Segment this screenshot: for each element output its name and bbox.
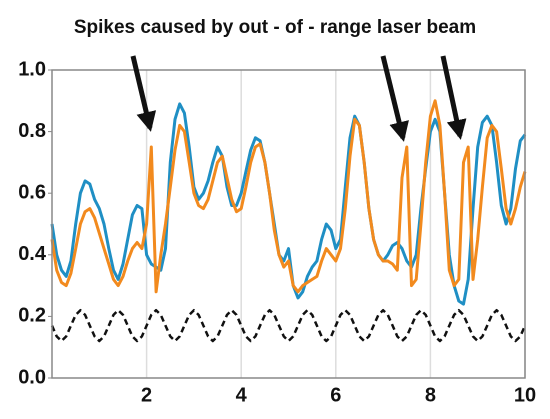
y-tick-label: 0.8 bbox=[18, 120, 46, 142]
arrow bbox=[380, 55, 409, 142]
series-line bbox=[50, 99, 527, 294]
y-tick-label: 0.6 bbox=[18, 181, 46, 203]
x-tick-label: 8 bbox=[425, 384, 436, 406]
series-line bbox=[50, 308, 527, 343]
plot-border bbox=[51, 69, 526, 379]
x-tick-label: 6 bbox=[330, 384, 341, 406]
arrow bbox=[130, 55, 157, 132]
y-tick-label: 0.4 bbox=[18, 243, 47, 265]
chart-title: Spikes caused by out - of - range laser … bbox=[74, 17, 476, 38]
x-tick-label: 2 bbox=[141, 384, 152, 406]
arrow bbox=[440, 55, 467, 140]
y-tick-label: 1.0 bbox=[18, 58, 46, 80]
plot-area: 0.0 0.2 0.4 0.6 0.8 1.0 2 4 6 8 10 bbox=[18, 58, 536, 406]
arrows bbox=[130, 55, 467, 142]
x-tick-label: 4 bbox=[236, 384, 248, 406]
x-tick-label: 10 bbox=[514, 384, 536, 406]
y-tick-label: 0.2 bbox=[18, 305, 46, 327]
y-tick-label: 0.0 bbox=[18, 366, 46, 388]
